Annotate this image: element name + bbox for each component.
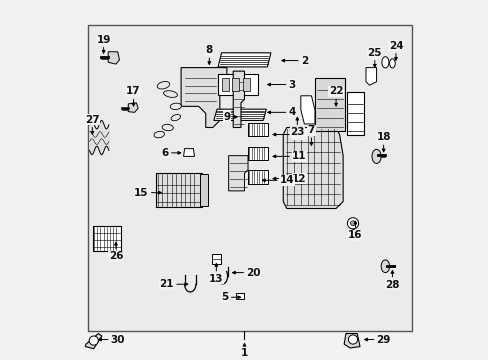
Polygon shape [365, 68, 376, 85]
Bar [87, 25, 411, 331]
Text: 4: 4 [288, 107, 295, 117]
Text: 25: 25 [367, 48, 381, 58]
Text: 14: 14 [279, 175, 294, 185]
Ellipse shape [170, 103, 181, 109]
Ellipse shape [162, 124, 173, 131]
Text: 6: 6 [161, 148, 168, 158]
Text: 1: 1 [241, 348, 247, 358]
Text: 10: 10 [291, 130, 306, 140]
Ellipse shape [163, 91, 177, 98]
Text: 26: 26 [108, 252, 123, 261]
Text: 29: 29 [376, 334, 390, 345]
Bar [217, 73, 258, 95]
Polygon shape [346, 92, 364, 135]
Polygon shape [128, 103, 138, 112]
Ellipse shape [154, 131, 164, 138]
Text: 27: 27 [85, 115, 100, 125]
Polygon shape [183, 149, 194, 156]
Ellipse shape [381, 57, 388, 68]
Polygon shape [247, 123, 267, 136]
Polygon shape [213, 109, 266, 121]
Text: 15: 15 [134, 188, 148, 198]
Ellipse shape [157, 81, 169, 89]
Text: 8: 8 [205, 45, 212, 55]
Text: 30: 30 [110, 334, 125, 345]
Polygon shape [108, 52, 119, 64]
Text: 5: 5 [221, 292, 228, 302]
Text: 7: 7 [307, 125, 314, 135]
Ellipse shape [380, 260, 389, 273]
Text: 19: 19 [96, 35, 111, 45]
Polygon shape [181, 68, 226, 127]
Polygon shape [247, 147, 267, 160]
Polygon shape [228, 156, 247, 191]
Polygon shape [218, 53, 270, 67]
Polygon shape [344, 333, 359, 348]
Ellipse shape [389, 59, 394, 68]
Polygon shape [212, 254, 220, 264]
Bar [200, 174, 208, 206]
Ellipse shape [371, 149, 380, 163]
Ellipse shape [89, 336, 98, 345]
Ellipse shape [347, 335, 357, 344]
Polygon shape [283, 127, 343, 208]
Bar [232, 78, 239, 90]
Text: 22: 22 [328, 86, 343, 96]
Bar [156, 173, 202, 207]
Polygon shape [314, 78, 344, 131]
Ellipse shape [346, 218, 358, 229]
Text: 28: 28 [385, 280, 399, 290]
Text: 12: 12 [291, 174, 306, 184]
Text: 3: 3 [288, 80, 295, 90]
Text: 9: 9 [223, 112, 230, 122]
Text: 21: 21 [159, 279, 174, 289]
Polygon shape [300, 96, 314, 124]
Text: 20: 20 [246, 267, 260, 278]
Ellipse shape [171, 114, 180, 121]
Bar [93, 226, 121, 251]
Text: 16: 16 [347, 230, 362, 240]
Ellipse shape [350, 221, 355, 226]
Polygon shape [85, 333, 102, 349]
Text: 24: 24 [388, 41, 403, 51]
Polygon shape [233, 71, 244, 127]
Bar [242, 78, 249, 90]
Text: 23: 23 [289, 127, 304, 138]
Polygon shape [247, 171, 267, 184]
Text: 17: 17 [126, 86, 141, 96]
Text: 18: 18 [376, 132, 390, 142]
Text: 13: 13 [209, 274, 223, 284]
Text: 11: 11 [291, 151, 306, 161]
Bar [236, 293, 244, 300]
Text: 2: 2 [300, 55, 307, 66]
Bar [221, 78, 228, 90]
